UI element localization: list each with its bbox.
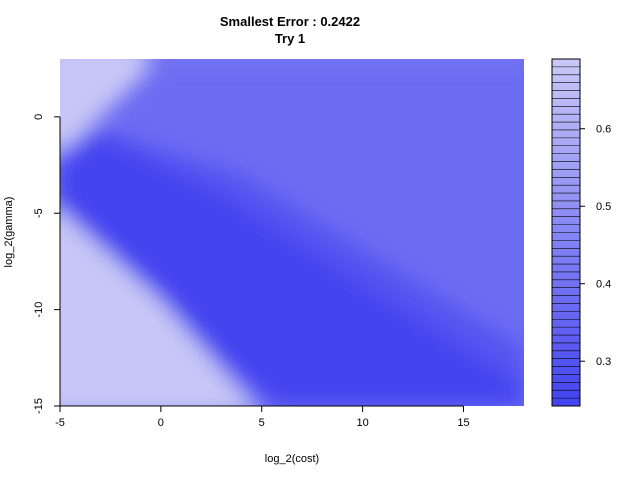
plot-area (60, 59, 524, 406)
x-tick-label: 0 (158, 417, 164, 429)
y-axis: 0 -5 -10 -15 (33, 114, 61, 414)
x-tick-label: 10 (356, 417, 368, 429)
heatmap-field (60, 59, 524, 406)
y-tick-label: 0 (33, 114, 45, 120)
x-tick-label: 15 (457, 417, 469, 429)
colorbar: 0.3 0.4 0.5 0.6 (551, 58, 611, 407)
y-tick-label: -5 (33, 208, 45, 218)
y-tick-label: -10 (33, 302, 45, 318)
colorbar-tick-label: 0.5 (596, 201, 611, 213)
x-axis-label: log_2(cost) (265, 453, 319, 465)
chart-subtitle: Try 1 (275, 31, 305, 46)
x-tick-label: 5 (259, 417, 265, 429)
y-tick-label: -15 (33, 398, 45, 414)
region-upper-left (60, 59, 151, 149)
region-top-edge (140, 59, 524, 63)
chart-title: Smallest Error : 0.2422 (220, 14, 360, 29)
colorbar-tick-label: 0.4 (596, 279, 611, 291)
colorbar-tick-label: 0.3 (596, 356, 611, 368)
colorbar-tick-label: 0.6 (596, 124, 611, 136)
region-lower-left (60, 209, 254, 406)
x-tick-label: -5 (55, 417, 65, 429)
colorbar-frame (551, 58, 581, 407)
y-axis-label: log_2(gamma) (3, 197, 15, 268)
region-min-error (60, 136, 524, 406)
x-axis: -5 0 5 10 15 (55, 405, 470, 429)
